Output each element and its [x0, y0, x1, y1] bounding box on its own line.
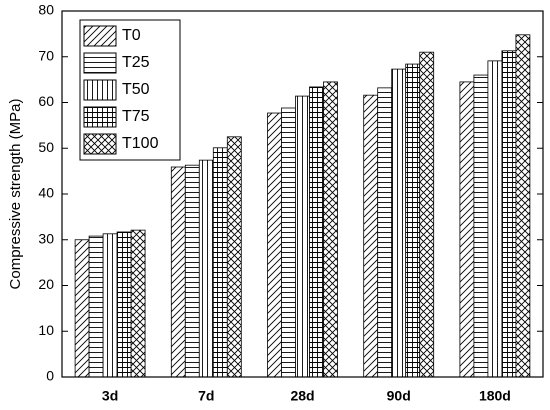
- bar: [391, 68, 407, 378]
- y-tick-label: 60: [38, 93, 54, 109]
- bar: [116, 231, 132, 378]
- legend-label: T75: [122, 108, 150, 125]
- plot-frame: [61, 10, 544, 378]
- x-tick-label: 28d: [290, 388, 314, 404]
- bar: [459, 81, 475, 378]
- bar: [487, 60, 503, 378]
- bar: [363, 94, 379, 378]
- bar: [405, 63, 421, 378]
- legend-label: T25: [122, 54, 150, 71]
- legend-label: T100: [122, 135, 159, 152]
- y-tick-label: 20: [38, 276, 54, 292]
- x-tick-label: 3d: [102, 388, 118, 404]
- bar: [515, 34, 531, 378]
- bar: [74, 239, 90, 378]
- x-tick-label: 90d: [387, 388, 411, 404]
- bar: [212, 147, 228, 378]
- y-tick-label: 30: [38, 230, 54, 246]
- x-tick-label: 7d: [198, 388, 214, 404]
- bar: [170, 166, 186, 378]
- legend-swatch: [83, 133, 117, 155]
- bar: [501, 50, 517, 378]
- bar: [226, 136, 242, 378]
- y-tick-label: 40: [38, 185, 54, 201]
- y-tick-label: 50: [38, 139, 54, 155]
- bar: [267, 112, 282, 378]
- legend-swatch: [83, 52, 117, 74]
- bar: [323, 81, 338, 378]
- y-tick-label: 0: [46, 368, 54, 384]
- x-tick-label: 180d: [479, 388, 511, 404]
- legend-label: T50: [122, 81, 150, 98]
- bar: [130, 229, 146, 378]
- bar: [184, 164, 200, 378]
- bar: [295, 95, 310, 378]
- bar: [419, 51, 435, 378]
- bar: [473, 74, 489, 378]
- legend-label: T0: [122, 27, 141, 44]
- bar: [309, 86, 324, 378]
- y-tick-label: 80: [38, 2, 54, 18]
- legend-swatch: [83, 79, 117, 101]
- bar: [281, 107, 296, 378]
- y-tick-label: 10: [38, 322, 54, 338]
- bar: [198, 159, 214, 378]
- bar: [88, 235, 104, 378]
- legend-swatch: [83, 106, 117, 128]
- y-tick-label: 70: [38, 47, 54, 63]
- legend-swatch: [83, 25, 117, 47]
- bar: [102, 233, 118, 378]
- bar: [377, 87, 393, 378]
- y-axis-label: Compressive strength (MPa): [7, 99, 24, 290]
